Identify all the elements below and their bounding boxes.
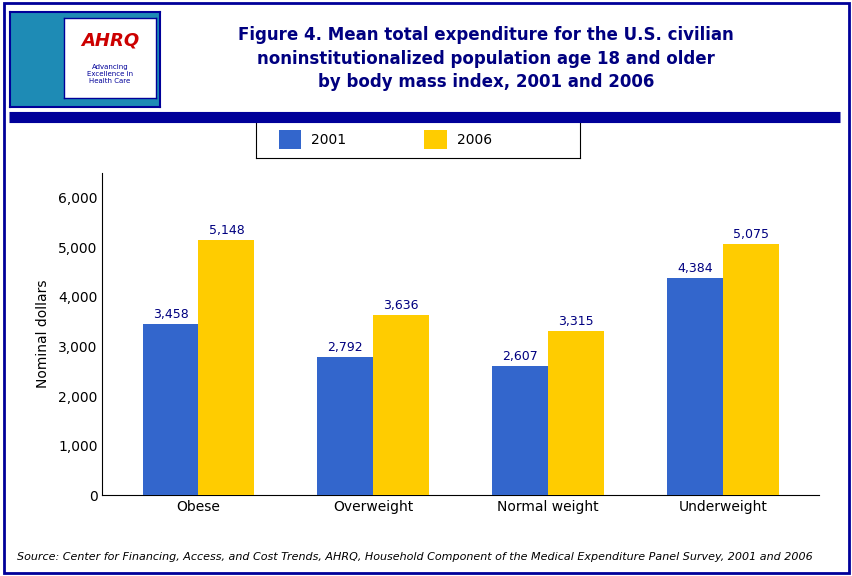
Text: 5,148: 5,148 [209,224,244,237]
Bar [666,278,722,495]
Text: Source: Center for Financing, Access, and Cost Trends, AHRQ, Household Component: Source: Center for Financing, Access, an… [17,552,812,562]
Text: 2,792: 2,792 [327,341,363,354]
Text: 2006: 2006 [457,132,492,147]
Text: 3,636: 3,636 [383,299,418,312]
Bar [547,331,603,495]
Bar [317,357,373,495]
Text: Figure 4. Mean total expenditure for the U.S. civilian
noninstitutionalized popu: Figure 4. Mean total expenditure for the… [238,26,734,91]
Y-axis label: Nominal dollars: Nominal dollars [36,280,49,388]
Text: 2001: 2001 [311,132,346,147]
Text: Advancing
Excellence in
Health Care: Advancing Excellence in Health Care [87,64,133,84]
Bar [424,130,446,149]
Text: 3,458: 3,458 [153,308,188,321]
Text: 5,075: 5,075 [732,228,768,241]
Text: 2,607: 2,607 [502,350,538,363]
Bar [492,366,547,495]
Bar [279,130,301,149]
Text: AHRQ: AHRQ [81,32,139,50]
Bar [373,315,429,495]
Text: 3,315: 3,315 [557,315,593,328]
Text: 4,384: 4,384 [676,262,711,275]
Bar [199,240,254,495]
Bar [142,324,199,495]
Bar [722,244,778,495]
